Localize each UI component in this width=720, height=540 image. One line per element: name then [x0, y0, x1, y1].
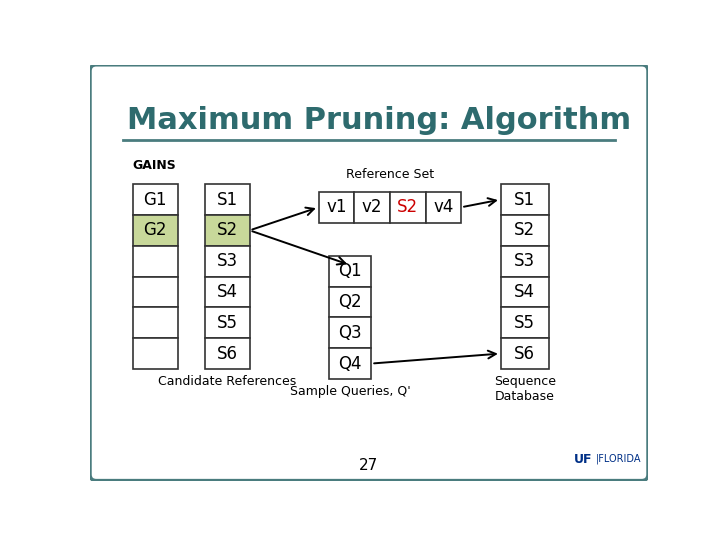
- Bar: [132, 307, 178, 338]
- Text: S6: S6: [217, 345, 238, 362]
- Bar: [132, 215, 178, 246]
- Bar: [204, 246, 250, 276]
- Bar: [329, 287, 372, 318]
- Bar: [132, 276, 178, 307]
- Text: |FLORIDA: |FLORIDA: [595, 454, 641, 464]
- Text: Reference Set: Reference Set: [346, 168, 434, 181]
- Text: S1: S1: [514, 191, 536, 208]
- Text: Sequence
Database: Sequence Database: [494, 375, 556, 403]
- Bar: [132, 246, 178, 276]
- Text: S3: S3: [514, 252, 536, 270]
- Bar: [500, 246, 549, 276]
- Text: S6: S6: [514, 345, 535, 362]
- Bar: [204, 184, 250, 215]
- Text: S2: S2: [217, 221, 238, 239]
- Bar: [500, 215, 549, 246]
- Bar: [204, 307, 250, 338]
- Text: Maximum Pruning: Algorithm: Maximum Pruning: Algorithm: [127, 106, 631, 135]
- Bar: [329, 348, 372, 379]
- Text: S2: S2: [514, 221, 536, 239]
- Text: v4: v4: [433, 198, 454, 216]
- Bar: [319, 192, 354, 222]
- Text: G2: G2: [143, 221, 167, 239]
- Text: Q1: Q1: [338, 262, 362, 280]
- Bar: [500, 276, 549, 307]
- Text: 27: 27: [359, 458, 379, 472]
- Bar: [204, 276, 250, 307]
- Bar: [500, 184, 549, 215]
- Text: S1: S1: [217, 191, 238, 208]
- Bar: [426, 192, 462, 222]
- Bar: [132, 338, 178, 369]
- Text: S4: S4: [217, 283, 238, 301]
- Bar: [390, 192, 426, 222]
- Text: S5: S5: [217, 314, 238, 332]
- Text: v2: v2: [362, 198, 382, 216]
- Text: GAINS: GAINS: [132, 159, 176, 172]
- Text: S2: S2: [397, 198, 418, 216]
- Text: G1: G1: [143, 191, 167, 208]
- Text: UF: UF: [574, 453, 593, 465]
- Bar: [132, 184, 178, 215]
- Text: Q4: Q4: [338, 355, 361, 373]
- Text: S3: S3: [217, 252, 238, 270]
- Text: Candidate References: Candidate References: [158, 375, 297, 388]
- Bar: [354, 192, 390, 222]
- Text: Q3: Q3: [338, 324, 362, 342]
- Text: v1: v1: [326, 198, 347, 216]
- Bar: [329, 256, 372, 287]
- Text: Sample Queries, Q': Sample Queries, Q': [289, 385, 410, 398]
- Text: S4: S4: [514, 283, 535, 301]
- Bar: [329, 318, 372, 348]
- FancyBboxPatch shape: [90, 65, 648, 481]
- Bar: [500, 338, 549, 369]
- Bar: [204, 215, 250, 246]
- Bar: [500, 307, 549, 338]
- Bar: [204, 338, 250, 369]
- Text: S5: S5: [514, 314, 535, 332]
- Text: Q2: Q2: [338, 293, 362, 311]
